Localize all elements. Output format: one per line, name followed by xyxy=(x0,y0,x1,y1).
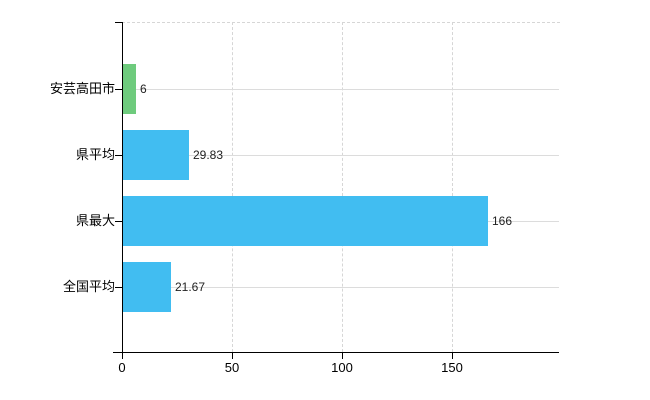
y-axis-top-tick xyxy=(115,22,122,23)
horizontal-gridline xyxy=(123,155,559,156)
horizontal-gridline xyxy=(123,287,559,288)
category-tick xyxy=(115,155,122,156)
x-axis-tick xyxy=(232,353,233,359)
plot-area: 安芸高田市 6 県平均 29.83 県最大 166 全国平均 21.67 0 50 100 150 xyxy=(50,22,560,375)
value-label: 29.83 xyxy=(193,148,224,162)
vertical-gridline xyxy=(342,22,343,352)
category-tick xyxy=(115,287,122,288)
x-axis-tick xyxy=(122,353,123,359)
category-label: 安芸高田市 xyxy=(49,81,115,96)
y-axis-line xyxy=(122,22,123,352)
x-axis-tick xyxy=(452,353,453,359)
x-tick-label: 50 xyxy=(224,360,240,375)
x-tick-label: 150 xyxy=(441,360,463,375)
x-axis-tick xyxy=(342,353,343,359)
category-label: 県最大 xyxy=(75,213,115,228)
horizontal-gridline xyxy=(123,89,559,90)
bar-1 xyxy=(123,64,136,114)
value-label: 166 xyxy=(492,214,513,228)
value-label: 21.67 xyxy=(175,280,206,294)
category-tick xyxy=(115,221,122,222)
value-label: 6 xyxy=(140,82,147,96)
plot-top-border xyxy=(122,22,560,23)
bar-4 xyxy=(123,262,171,312)
x-tick-label: 0 xyxy=(118,360,126,375)
bar-3 xyxy=(123,196,488,246)
vertical-gridline xyxy=(452,22,453,352)
category-label: 全国平均 xyxy=(62,279,115,294)
x-axis-line xyxy=(113,352,559,353)
category-label: 県平均 xyxy=(75,147,115,162)
x-tick-label: 100 xyxy=(331,360,353,375)
vertical-gridline xyxy=(232,22,233,352)
category-tick xyxy=(115,89,122,90)
bar-2 xyxy=(123,130,189,180)
